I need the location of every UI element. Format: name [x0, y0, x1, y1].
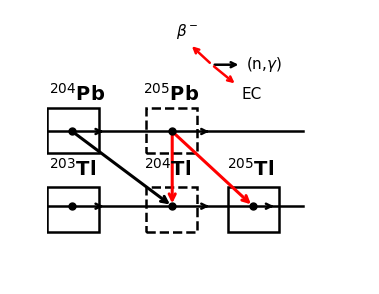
Text: $^{205}$Pb: $^{205}$Pb: [143, 82, 199, 104]
Bar: [47, 187, 99, 232]
Text: $\beta^-$: $\beta^-$: [175, 22, 198, 41]
Bar: [228, 187, 279, 232]
Text: $^{204}$Pb: $^{204}$Pb: [49, 82, 105, 104]
Text: $^{203}$Tl: $^{203}$Tl: [49, 158, 96, 180]
Text: (n,$\gamma$): (n,$\gamma$): [246, 55, 282, 74]
Point: [69, 129, 75, 134]
Text: $^{205}$Tl: $^{205}$Tl: [227, 158, 274, 180]
Text: $^{204}$Tl: $^{204}$Tl: [144, 158, 191, 180]
Point: [169, 129, 175, 134]
Bar: [47, 108, 99, 153]
Point: [169, 204, 175, 208]
Bar: [146, 108, 197, 153]
Bar: [146, 187, 197, 232]
Text: EC: EC: [241, 87, 262, 102]
Point: [250, 204, 256, 208]
Point: [69, 204, 75, 208]
